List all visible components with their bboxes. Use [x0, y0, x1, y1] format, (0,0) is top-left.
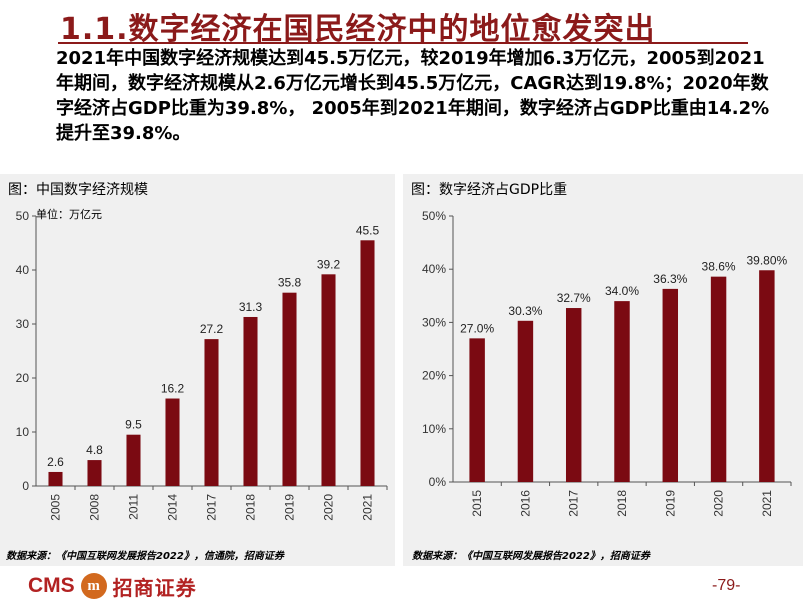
bar-value-label: 9.5 [125, 418, 142, 432]
x-category-label: 2019 [283, 494, 297, 521]
bar [87, 460, 102, 486]
logo-chinese-text: 招商证券 [112, 575, 197, 600]
x-category-label: 2017 [567, 490, 581, 517]
x-category-label: 2015 [470, 490, 484, 517]
x-category-label: 2017 [205, 494, 219, 521]
x-category-label: 2016 [518, 490, 532, 517]
digital-economy-gdp-share-chart: 0% 10% 20% 30% 40% 50% 27.0% 2015 30.3% 2016 32.7%… [422, 209, 792, 517]
title-underline [58, 42, 748, 44]
bar-value-label: 38.6% [702, 260, 736, 274]
bar [662, 288, 679, 482]
bar-value-label: 2.6 [47, 455, 64, 469]
bar [48, 471, 63, 486]
bar-value-label: 45.5 [356, 223, 380, 237]
logo-cms-text: CMS [28, 574, 75, 597]
right-chart-title: 图：数字经济占GDP比重 [411, 182, 568, 198]
x-category-label: 2019 [663, 490, 677, 517]
x-category-label: 2011 [127, 494, 141, 520]
bar [282, 292, 297, 486]
right-chart-panel: 图：数字经济占GDP比重 0% 10% 20% 30% 40% 50% 27.0% 2015 3… [403, 174, 803, 566]
bar-value-label: 30.3% [508, 304, 542, 318]
left-chart-source: 数据来源：《中国互联网发展报告2022》，信通院，招商证券 [6, 551, 284, 562]
y-tick-label: 20 [16, 371, 30, 385]
left-chart-panel: 图：中国数字经济规模 单位：万亿元 0 10 20 30 40 50 2.6 2005 4.8 2… [0, 174, 395, 566]
bar [565, 308, 582, 482]
y-tick-label: 10% [422, 422, 446, 436]
bar-value-label: 32.7% [557, 291, 591, 305]
bar-value-label: 34.0% [605, 284, 639, 298]
y-tick-label: 10 [16, 425, 30, 439]
y-tick-label: 50% [422, 209, 446, 223]
bar [517, 320, 534, 482]
x-category-label: 2014 [166, 494, 180, 521]
y-tick-label: 30 [16, 317, 30, 331]
bar [469, 338, 485, 482]
right-chart-source: 数据来源：《中国互联网发展报告2022》，招商证券 [412, 551, 650, 562]
y-tick-label: 0 [22, 479, 29, 493]
summary-text: 2021年中国数字经济规模达到45.5万亿元，较2019年增加6.3万亿元，20… [56, 48, 770, 144]
bar [243, 316, 258, 486]
digital-economy-scale-chart: 0 10 20 30 40 50 2.6 2005 4.8 2008 9.5 2011 16.2 2014… [16, 209, 388, 521]
bar-value-label: 36.3% [653, 272, 687, 286]
bar-value-label: 39.80% [747, 253, 788, 267]
left-chart-unit-note: 单位：万亿元 [36, 208, 102, 221]
x-category-label: 2020 [712, 490, 726, 517]
x-category-label: 2008 [88, 494, 102, 521]
x-category-label: 2021 [760, 490, 774, 517]
bar-value-label: 31.3 [239, 300, 263, 314]
bar [710, 276, 727, 482]
y-tick-label: 0% [429, 475, 447, 489]
bar [614, 301, 630, 482]
bar [759, 270, 775, 482]
x-category-label: 2018 [615, 490, 629, 517]
bar [321, 274, 336, 486]
x-category-label: 2020 [322, 494, 336, 521]
y-tick-label: 40% [422, 262, 446, 276]
x-category-label: 2018 [244, 494, 258, 521]
x-category-label: 2005 [49, 494, 63, 521]
page-number: -79- [712, 577, 741, 594]
y-tick-label: 30% [422, 315, 446, 329]
left-chart-title: 图：中国数字经济规模 [8, 182, 148, 198]
bar-value-label: 27.2 [200, 322, 224, 336]
logo-mark-icon: m [80, 573, 107, 599]
bar-value-label: 27.0% [460, 321, 494, 335]
bar [204, 339, 219, 486]
page-title: 1.1.数字经济在国民经济中的地位愈发突出 [60, 12, 656, 47]
bar-value-label: 16.2 [161, 382, 185, 396]
cms-logo: CMS m 招商证券 [28, 572, 197, 600]
bar-value-label: 4.8 [86, 443, 103, 457]
bar-value-label: 39.2 [317, 257, 341, 271]
y-tick-label: 40 [16, 263, 30, 277]
x-category-label: 2021 [361, 494, 375, 521]
bar [165, 398, 180, 486]
bar-value-label: 35.8 [278, 276, 302, 290]
bar [126, 434, 141, 486]
y-tick-label: 50 [16, 209, 30, 223]
bar [360, 240, 375, 486]
y-tick-label: 20% [422, 369, 446, 383]
